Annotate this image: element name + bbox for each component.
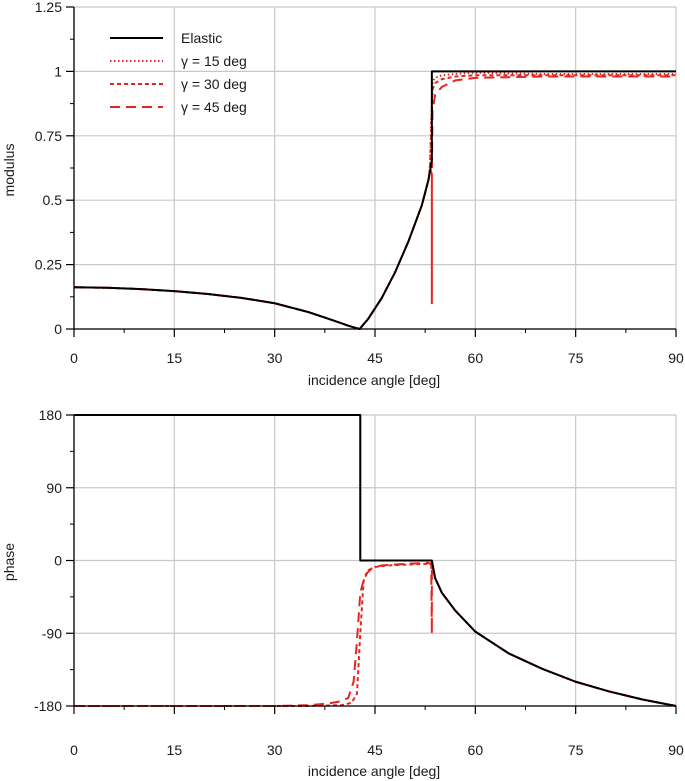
x-tick-label: 75	[568, 350, 584, 366]
y-tick-label: 0.75	[35, 128, 62, 144]
legend-label-gamma-45: γ = 45 deg	[181, 99, 247, 115]
y-tick-label: 0.25	[35, 257, 62, 273]
y-tick-label: -180	[34, 698, 62, 714]
x-tick-label: 30	[267, 742, 283, 758]
x-tick-label: 60	[468, 742, 484, 758]
x-tick-label: 90	[668, 350, 684, 366]
x-tick-label: 45	[367, 742, 383, 758]
x-tick-label: 15	[167, 350, 183, 366]
y-tick-label: 0.5	[43, 192, 63, 208]
x-tick-label: 0	[70, 742, 78, 758]
chart-bottom: 0 15 30 45 60 75 90 -180 -90 0 90 180 incidence ang…	[1, 407, 684, 779]
chart-bottom-lines	[74, 414, 677, 707]
chart-top-axes: 0 15 30 45 60 75 90 0 0.25 0.5 0.75 1 1.25	[35, 0, 684, 366]
chart-top-grid	[73, 6, 677, 330]
legend-label-gamma-15: γ = 15 deg	[181, 53, 247, 69]
x-tick-label: 90	[668, 742, 684, 758]
x-tick-label: 0	[70, 350, 78, 366]
legend-label-elastic: Elastic	[181, 30, 222, 46]
series-line-elastic	[74, 414, 677, 707]
x-tick-label: 45	[367, 350, 383, 366]
y-tick-label: 0	[54, 321, 62, 337]
x-tick-label: 30	[267, 350, 283, 366]
y-tick-label: 1.25	[35, 0, 62, 15]
y-tick-label: -90	[42, 625, 62, 641]
x-tick-label: 60	[468, 350, 484, 366]
legend-label-gamma-30: γ = 30 deg	[181, 76, 247, 92]
chart-top-legend: Elastic γ = 15 deg γ = 30 deg γ = 45 deg	[110, 30, 247, 115]
y-tick-label: 90	[46, 480, 62, 496]
chart-top-lines	[73, 70, 676, 330]
y-tick-label: 1	[54, 63, 62, 79]
y-tick-label: 0	[54, 553, 62, 569]
chart-top-xlabel: incidence angle [deg]	[308, 372, 440, 388]
chart-bottom-xlabel: incidence angle [deg]	[308, 763, 440, 779]
series-line-elastic	[73, 70, 676, 330]
chart-bottom-axes: 0 15 30 45 60 75 90 -180 -90 0 90 180	[34, 407, 684, 758]
chart-bottom-ylabel: phase	[1, 543, 17, 581]
x-tick-label: 15	[167, 742, 183, 758]
x-tick-label: 75	[568, 742, 584, 758]
chart-top: 0 15 30 45 60 75 90 0 0.25 0.5 0.75 1 1.25 incidence…	[1, 0, 684, 388]
chart-top-ylabel: modulus	[1, 144, 17, 197]
y-tick-label: 180	[39, 407, 63, 423]
